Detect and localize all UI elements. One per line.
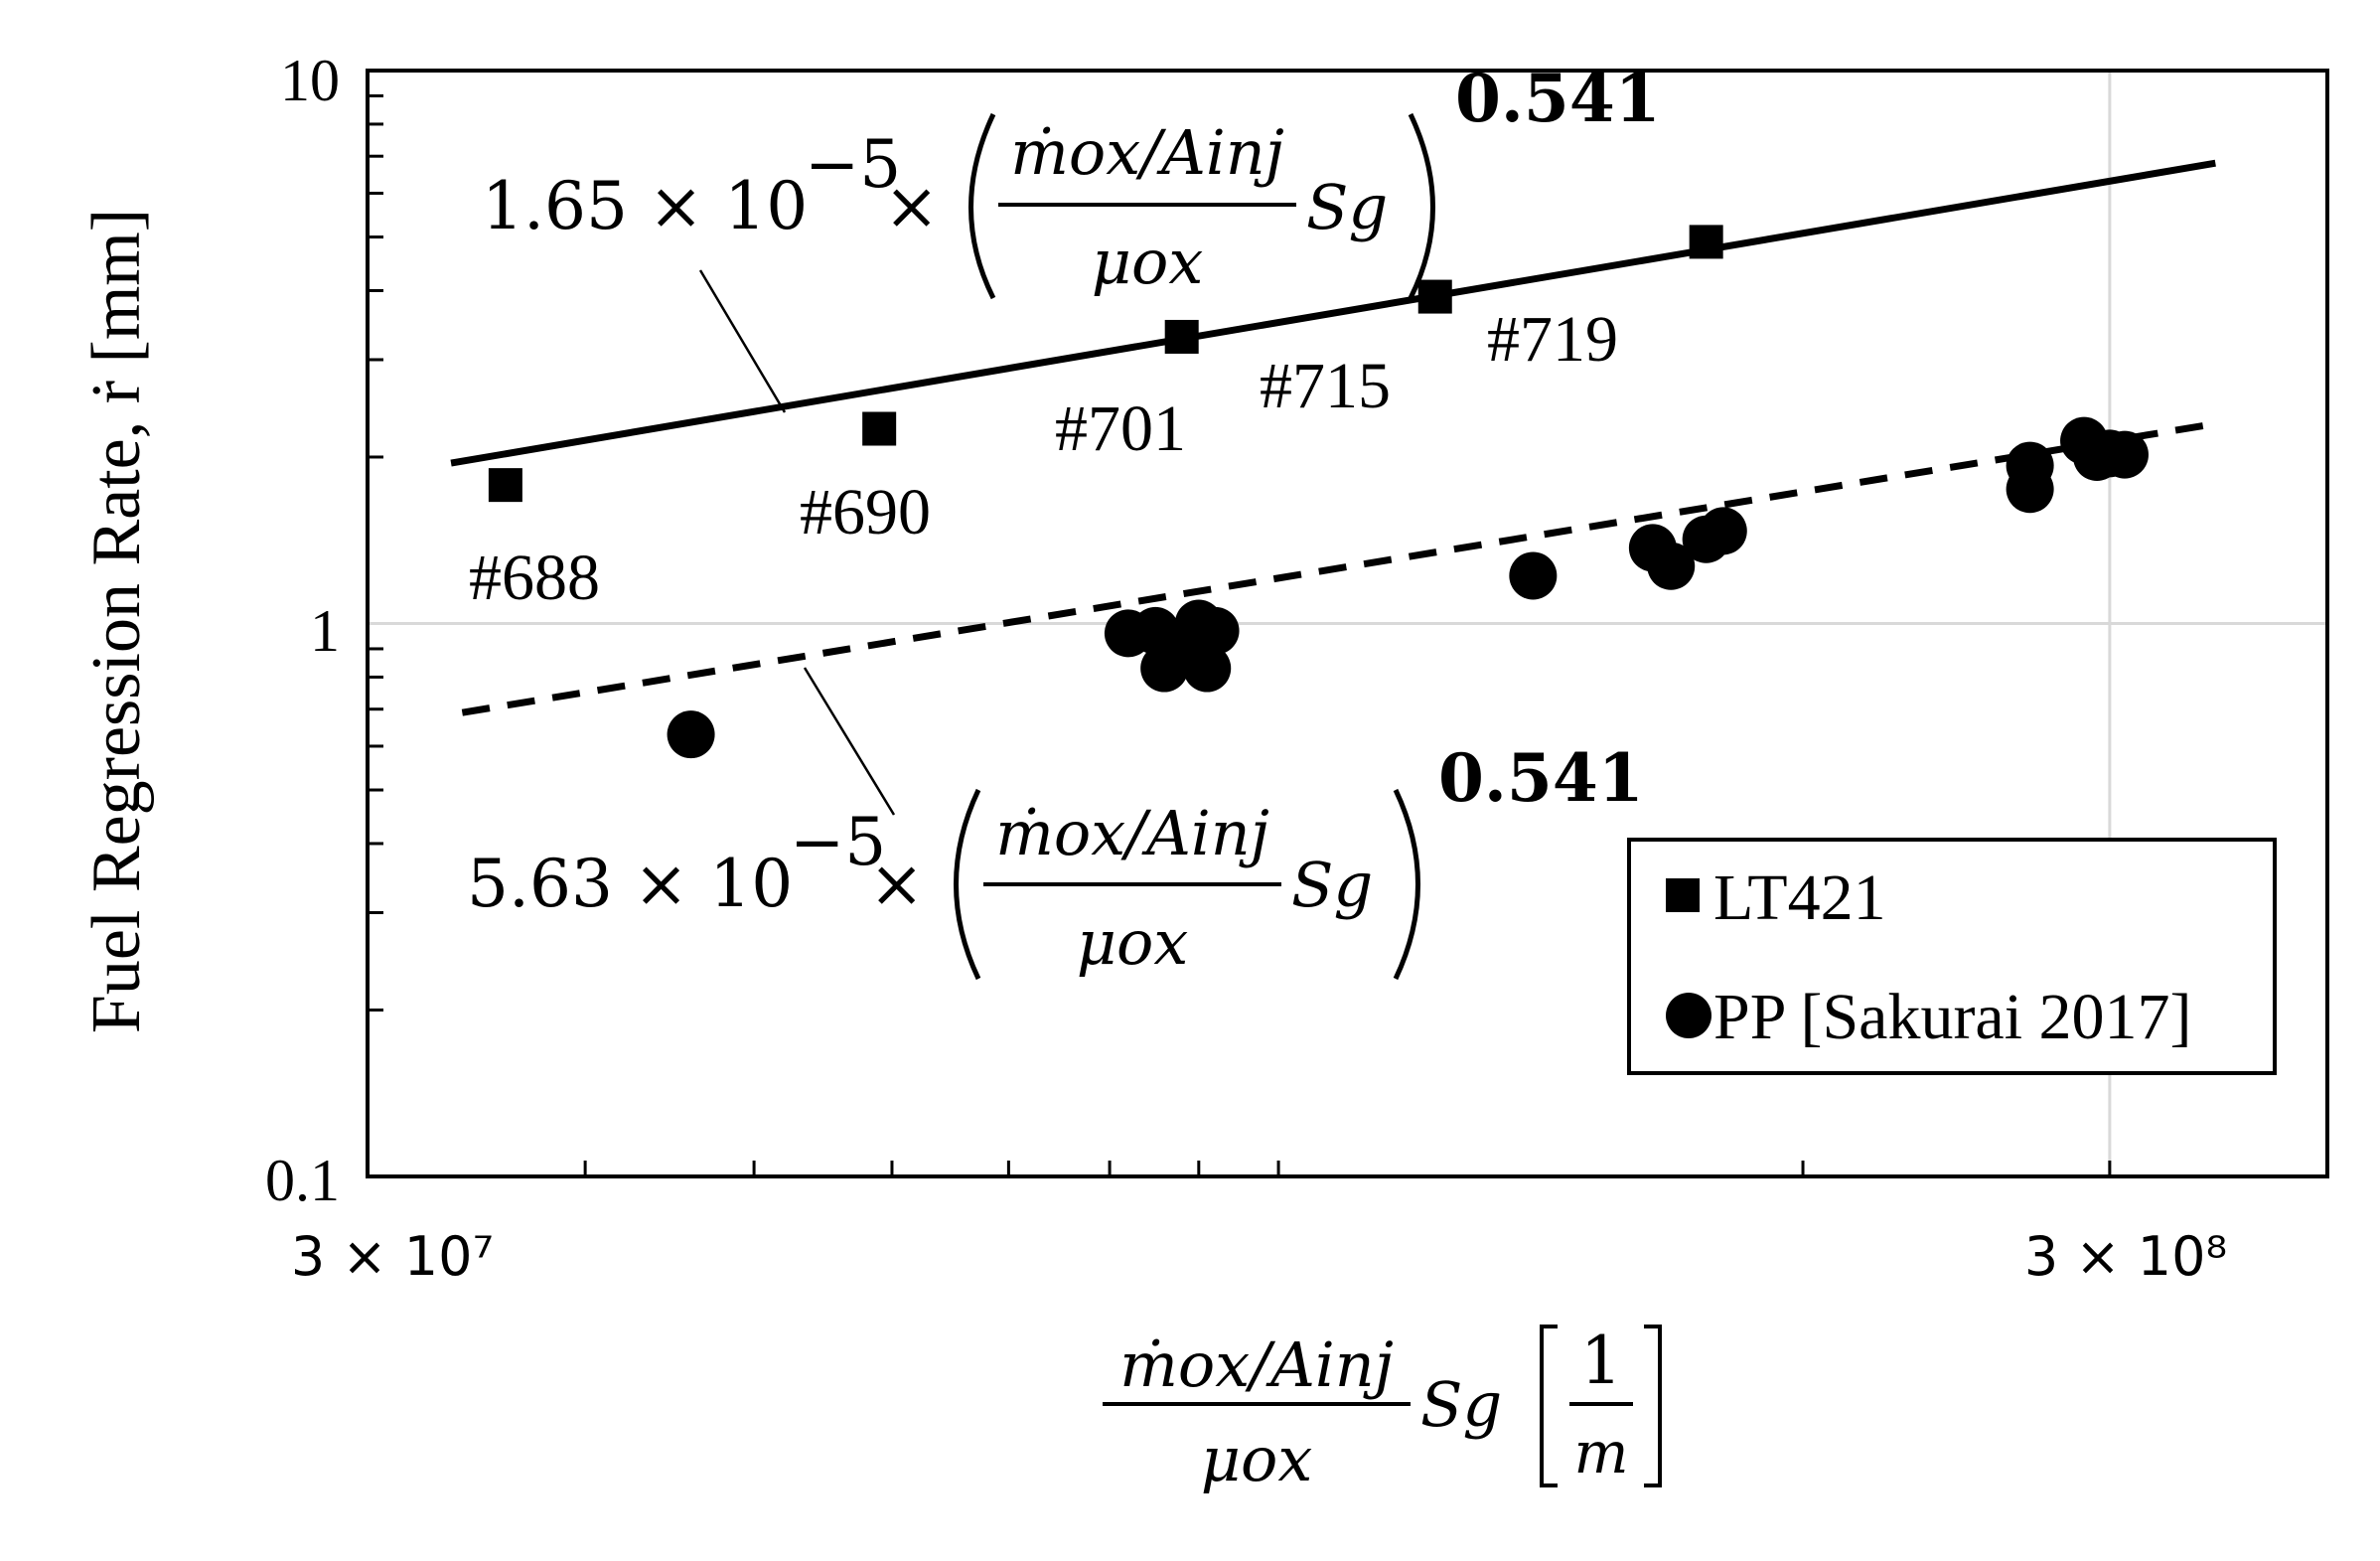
data-point-circle [667,710,715,759]
data-point-square [862,411,897,446]
legend: LT421 PP [Sakurai 2017] [1627,838,2277,1075]
equation-left-paren [968,112,996,300]
equation-frac-denominator: μox [1092,226,1204,298]
data-point-square [1417,279,1452,314]
fit-equation-upper: 1.65 × 10 −5 × ṁox/Ainj μox Sg 0.541 [482,60,1661,413]
point-label: #701 [1055,392,1186,465]
data-point-circle [1699,507,1747,555]
data-points [488,225,2149,759]
data-point-circle [1183,644,1232,693]
x-label-left-bracket [1540,1325,1558,1487]
x-label-unit-denominator: m [1574,1419,1629,1486]
legend-label: LT421 [1713,861,1886,934]
equation-suffix: Sg [1306,171,1388,243]
data-point-square [1164,319,1199,354]
data-point-circle [1509,551,1558,600]
equation-frac-denominator: μox [1077,906,1189,979]
equation-times: × [884,168,939,244]
equation-leader-line [698,269,787,413]
point-annotations: #688 #690 #701 #715 #719 [469,303,1618,614]
x-tick-label: 3 × 10⁷ [291,1225,494,1288]
data-point-circle [1647,542,1696,590]
data-point-circle [1174,599,1223,648]
x-axis-ticks [368,93,2112,1176]
x-label-right-bracket [1644,1325,1662,1487]
equation-right-paren [1393,788,1420,981]
y-tick-label: 1 [310,598,340,664]
fit-lines [450,159,2216,716]
equation-exponent: −5 [805,126,901,203]
data-point-circle [2006,441,2054,490]
fit-line-solid [450,159,2216,467]
y-tick-label: 0.1 [265,1148,340,1213]
y-axis-label: Fuel Regression Rate, ṙ [mm] [78,209,155,1033]
x-axis-tick-labels: 3 × 10⁷ 3 × 10⁸ [291,1225,2227,1288]
legend-marker-square [1666,878,1700,912]
equation-power: 0.541 [1455,60,1661,137]
legend-label: PP [Sakurai 2017] [1713,981,2192,1053]
x-axis-label: ṁox/Ainj μox Sg 1 m [1103,1323,1662,1495]
x-label-suffix: Sg [1420,1368,1502,1441]
legend-box [1627,838,2277,1075]
data-point-square [488,468,522,503]
fit-line-dashed [461,421,2205,716]
equation-suffix: Sg [1291,849,1373,921]
data-point-square [1689,225,1723,259]
equation-left-paren [954,788,981,981]
point-label: #690 [800,476,931,548]
equation-power: 0.541 [1438,739,1644,817]
fit-equation-lower: 5.63 × 10 −5 × ṁox/Ainj μox Sg 0.541 [467,667,1644,981]
point-label: #688 [469,542,600,614]
x-label-unit-numerator: 1 [1580,1323,1622,1399]
x-label-numerator: ṁox/Ainj [1119,1328,1394,1401]
equation-coefficient: 1.65 × 10 [482,168,808,244]
data-point-circle [2100,430,2149,479]
x-label-denominator: μox [1201,1423,1313,1495]
x-tick-label: 3 × 10⁸ [2024,1225,2227,1288]
equation-frac-numerator: ṁox/Ainj [995,797,1269,869]
equation-leader-line [803,667,896,816]
plot-frame [366,69,2329,1178]
point-label: #715 [1260,350,1391,422]
legend-marker-circle [1666,993,1711,1038]
equation-frac-numerator: ṁox/Ainj [1010,116,1284,189]
equation-right-paren [1408,112,1435,300]
equation-exponent: −5 [790,804,886,880]
y-tick-label: 10 [280,48,340,113]
equation-coefficient: 5.63 × 10 [467,846,793,922]
y-axis-tick-labels: 0.1 1 10 [265,48,340,1213]
point-label: #719 [1487,303,1618,376]
equation-times: × [869,846,924,922]
